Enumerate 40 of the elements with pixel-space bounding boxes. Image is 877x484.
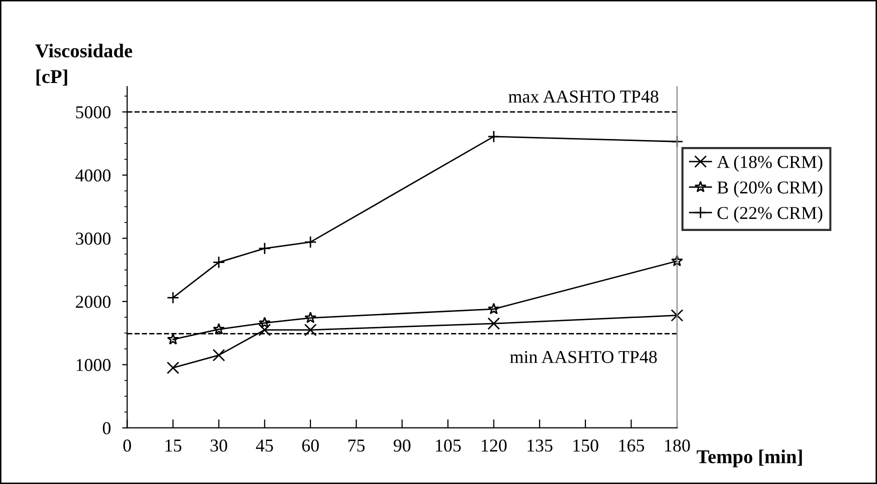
point xyxy=(670,309,684,322)
point xyxy=(671,254,684,266)
x-tick-label: 120 xyxy=(482,439,507,452)
x-tick-label: 165 xyxy=(619,440,644,452)
point xyxy=(488,317,500,330)
point xyxy=(258,324,271,336)
point xyxy=(212,348,226,362)
y-tick-label: 3000 xyxy=(76,232,111,245)
ref-line-label: min AASHTO TP48 xyxy=(510,350,657,364)
point xyxy=(488,302,500,314)
y-tick-label: 2000 xyxy=(76,296,111,308)
x-tick-label: 90 xyxy=(394,439,410,452)
legend-label: B (20% CRM) xyxy=(717,180,822,198)
x-tick-label: 150 xyxy=(573,439,598,452)
x-tick-label: 45 xyxy=(256,440,273,452)
point xyxy=(304,236,317,248)
y-tick-label: 1000 xyxy=(76,358,111,372)
ref-line-label: max AASHTO TP48 xyxy=(508,90,658,103)
point xyxy=(167,333,179,345)
x-tick-label: 0 xyxy=(123,439,131,452)
x-tick-label: 15 xyxy=(166,440,182,452)
x-tick-label: 75 xyxy=(348,440,365,452)
point xyxy=(212,323,225,334)
y-axis-title: Viscosidade [cP] xyxy=(35,44,132,86)
x-tick-label: 135 xyxy=(528,440,552,452)
point xyxy=(166,291,180,304)
point xyxy=(258,316,271,328)
x-tick-label: 180 xyxy=(665,439,690,452)
point xyxy=(304,312,316,324)
y-tick-label: 5000 xyxy=(76,106,111,118)
x-tick-label: 105 xyxy=(436,439,461,452)
x-tick-label: 30 xyxy=(210,439,228,452)
point xyxy=(166,362,180,374)
point xyxy=(304,324,317,336)
y-tick-label: 4000 xyxy=(75,169,111,182)
legend-label: C (22% CRM) xyxy=(718,206,822,223)
y-tick-label: 0 xyxy=(102,422,111,434)
x-axis-title: Tempo [min] xyxy=(696,450,802,468)
x-tick-label: 60 xyxy=(302,439,319,452)
legend-label: A (18% CRM) xyxy=(716,155,822,172)
